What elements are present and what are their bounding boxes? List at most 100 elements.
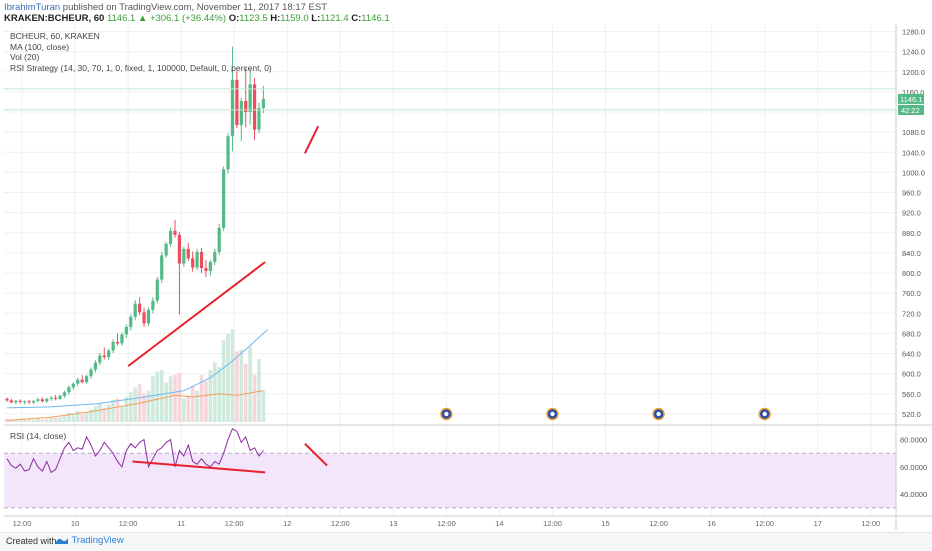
tradingview-brand-name: TradingView xyxy=(71,535,124,546)
x-tick-label: 12:00 xyxy=(13,519,32,528)
x-tick-label: 16 xyxy=(707,519,715,528)
author-name[interactable]: IbrahimTuran xyxy=(4,2,61,13)
y-tick-label: 960.0 xyxy=(902,189,921,198)
ma-100-line xyxy=(6,329,269,409)
candle-body xyxy=(98,355,102,363)
event-marker-center xyxy=(444,411,449,417)
candle-body xyxy=(213,251,217,262)
candle-body xyxy=(230,79,235,137)
candle-body xyxy=(186,248,190,259)
candle-body xyxy=(45,398,49,402)
volume-bar xyxy=(186,395,191,422)
volume-bar xyxy=(212,362,217,422)
volume-bar xyxy=(177,373,182,422)
candle-body xyxy=(151,300,155,310)
low-value: 1121.4 xyxy=(320,13,349,24)
candle-body xyxy=(115,341,120,344)
candle-body xyxy=(191,258,195,268)
rsi-y-tick-label: 40.0000 xyxy=(900,490,927,499)
volume-bar xyxy=(243,363,248,422)
candle-body xyxy=(71,383,75,388)
candle-body xyxy=(208,261,212,272)
candle-body xyxy=(102,355,106,358)
candle-body xyxy=(146,309,151,324)
candle-body xyxy=(239,100,243,126)
volume-bar xyxy=(84,412,89,422)
candle-body xyxy=(142,312,146,324)
volume-bar xyxy=(102,407,107,422)
candle-body xyxy=(62,392,67,396)
volume-bar xyxy=(261,390,266,422)
candle-body xyxy=(9,400,14,403)
candle-body xyxy=(58,395,62,399)
y-tick-label: 560.0 xyxy=(902,390,921,399)
volume-bar xyxy=(199,374,204,422)
x-tick-label: 15 xyxy=(601,519,609,528)
volume-bar xyxy=(257,359,261,422)
volume-bar xyxy=(146,390,151,422)
volume-bar xyxy=(89,409,93,422)
footer-bar: Created with TradingView xyxy=(0,532,932,551)
candle-body xyxy=(133,303,137,317)
volume-bar xyxy=(248,346,252,422)
volume-bar xyxy=(5,418,9,422)
x-tick-label: 12:00 xyxy=(861,519,880,528)
x-tick-label: 12:00 xyxy=(225,519,244,528)
volume-bar xyxy=(168,376,173,422)
candle-body xyxy=(89,369,93,377)
volume-bar xyxy=(67,412,71,422)
candle-body xyxy=(14,400,18,403)
x-tick-label: 12:00 xyxy=(755,519,774,528)
candle-body xyxy=(222,169,226,228)
candle-body xyxy=(195,251,199,268)
ohlc-bar: KRAKEN:BCHEUR, 60 1146.1 ▲ +306.1 (+36.4… xyxy=(4,13,390,24)
volume-bar xyxy=(221,340,226,422)
tradingview-brand[interactable]: TradingView xyxy=(55,535,124,546)
legend-strategy: RSI Strategy (14, 30, 70, 1, 0, fixed, 1… xyxy=(10,62,272,73)
tradingview-logo-icon xyxy=(56,537,68,544)
candle-body xyxy=(31,400,36,403)
volume-bar xyxy=(106,404,111,422)
candle-body xyxy=(168,230,173,244)
last-price-tag xyxy=(898,93,924,104)
candle-body xyxy=(120,334,124,344)
y-tick-label: 640.0 xyxy=(902,350,921,359)
rsi-y-tick-label: 60.0000 xyxy=(900,463,927,472)
rsi-line xyxy=(6,427,264,474)
volume-bar xyxy=(18,419,23,422)
volume-bar xyxy=(22,419,27,422)
volume-bar xyxy=(31,419,36,422)
y-tick-label: 1000.0 xyxy=(902,168,925,177)
candle-body xyxy=(177,234,182,264)
candle-body xyxy=(257,108,261,130)
candle-body xyxy=(76,379,80,384)
candle-body xyxy=(84,376,89,383)
x-tick-label: 12:00 xyxy=(331,519,350,528)
x-tick-label: 10 xyxy=(71,519,79,528)
volume-bar xyxy=(128,392,133,422)
candle-body xyxy=(54,397,58,399)
low-label: L: xyxy=(311,13,321,24)
volume-bar xyxy=(115,398,120,422)
volume-bar xyxy=(120,406,124,422)
candle-body xyxy=(138,303,142,313)
x-tick-label: 12:00 xyxy=(437,519,456,528)
x-tick-label: 12:00 xyxy=(119,519,138,528)
candle-body xyxy=(36,399,40,401)
volume-ma-line xyxy=(6,390,264,421)
countdown-tag-label: 42:22 xyxy=(901,106,920,115)
y-tick-label: 1280.0 xyxy=(902,28,925,37)
volume-bar xyxy=(151,376,155,422)
high-label: H: xyxy=(270,13,281,24)
price-chart[interactable]: 12:00 10 12:00 11 12:00 12 12:00 13 12:00 14 12:00… xyxy=(0,0,932,532)
y-tick-label: 680.0 xyxy=(902,329,921,338)
x-tick-label: 11 xyxy=(177,519,185,528)
price-trendline xyxy=(127,261,266,367)
legend-symbol: BCHEUR, 60, KRAKEN xyxy=(10,31,100,41)
volume-bar xyxy=(226,334,230,422)
candle-body xyxy=(124,326,128,335)
candle-body xyxy=(217,227,221,252)
rsi-trendline xyxy=(132,460,266,474)
y-tick-label: 1080.0 xyxy=(902,128,925,137)
y-tick-label: 1160.0 xyxy=(902,88,924,97)
